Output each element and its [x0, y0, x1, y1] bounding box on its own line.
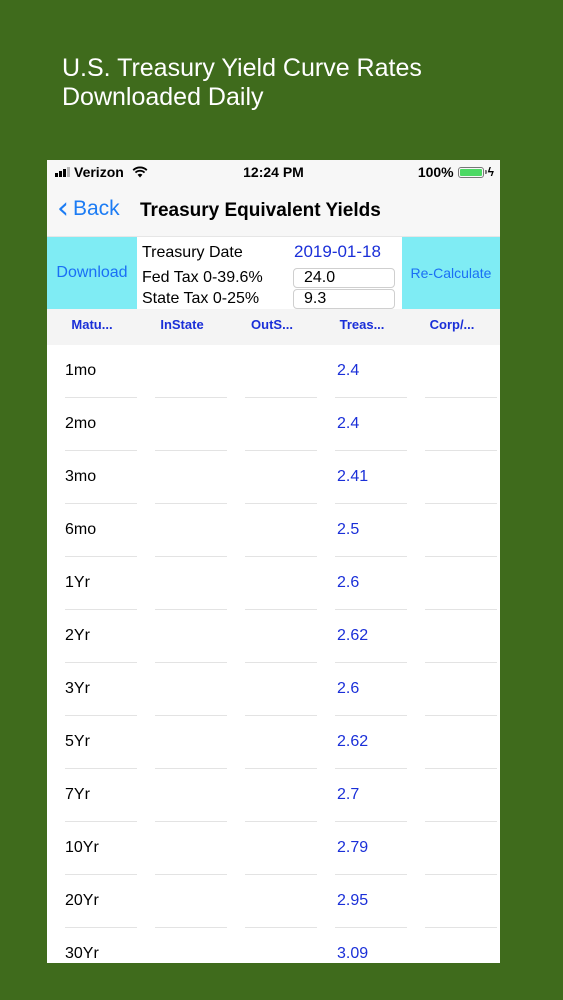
treasury-cell: 2.79	[337, 839, 369, 856]
carrier-label: Verizon	[74, 164, 124, 180]
recalculate-button[interactable]: Re-Calculate	[402, 237, 500, 309]
table-row[interactable]: 30Yr 3.09	[47, 928, 500, 963]
maturity-cell: 1mo	[65, 362, 97, 379]
back-label: Back	[73, 197, 120, 220]
table-row[interactable]: 6mo 2.5	[47, 504, 500, 557]
treasury-cell: 2.6	[337, 574, 360, 591]
download-button[interactable]: Download	[47, 237, 137, 309]
column-headers: Matu... InState OutS... Treas... Corp/..…	[47, 309, 500, 345]
treasury-cell: 2.6	[337, 680, 360, 697]
table-row[interactable]: 5Yr 2.62	[47, 716, 500, 769]
maturity-cell: 30Yr	[65, 945, 99, 962]
maturity-cell: 5Yr	[65, 733, 90, 750]
wifi-icon	[132, 166, 148, 178]
column-header-corp[interactable]: Corp/...	[429, 317, 475, 332]
maturity-cell: 6mo	[65, 521, 97, 538]
state-tax-label: State Tax 0-25%	[142, 290, 260, 307]
maturity-cell: 3Yr	[65, 680, 90, 697]
maturity-cell: 3mo	[65, 468, 97, 485]
fed-tax-label: Fed Tax 0-39.6%	[142, 269, 263, 286]
column-header-treasury[interactable]: Treas...	[339, 317, 385, 332]
table-row[interactable]: 2mo 2.4	[47, 398, 500, 451]
table-row[interactable]: 2Yr 2.62	[47, 610, 500, 663]
battery-percent: 100%	[417, 164, 454, 180]
yield-table: 1mo 2.4 2mo 2.4 3mo 2.41 6mo 2.5 1Yr 2.6 2Yr 2…	[47, 345, 500, 963]
column-header-instate[interactable]: InState	[160, 317, 204, 332]
table-row[interactable]: 3mo 2.41	[47, 451, 500, 504]
charging-bolt-icon: ϟ	[487, 165, 494, 179]
chevron-left-icon: ‹	[57, 191, 69, 226]
maturity-cell: 1Yr	[65, 574, 90, 591]
battery-icon	[457, 166, 487, 178]
treasury-cell: 2.62	[337, 733, 369, 750]
status-left: Verizon	[55, 164, 148, 180]
signal-icon	[55, 167, 70, 177]
table-row[interactable]: 7Yr 2.7	[47, 769, 500, 822]
headline-line-2: Downloaded Daily	[62, 83, 264, 111]
tax-settings: Treasury Date 2019-01-18 Fed Tax 0-39.6%…	[137, 237, 402, 309]
maturity-cell: 2mo	[65, 415, 97, 432]
treasury-date-value[interactable]: 2019-01-18	[294, 242, 381, 261]
treasury-cell: 3.09	[337, 945, 369, 962]
status-time: 12:24 PM	[243, 164, 304, 180]
fed-tax-field[interactable]: 24.0	[293, 268, 395, 288]
column-header-maturity[interactable]: Matu...	[71, 317, 113, 332]
treasury-cell: 2.4	[337, 415, 360, 432]
table-row[interactable]: 3Yr 2.6	[47, 663, 500, 716]
promo-headline: U.S. Treasury Yield Curve Rates Download…	[62, 54, 422, 112]
status-bar: Verizon 12:24 PM 100% ϟ	[47, 160, 500, 184]
treasury-cell: 2.41	[337, 468, 369, 485]
status-right: 100% ϟ	[418, 164, 494, 180]
phone-screen: Verizon 12:24 PM 100% ϟ ‹ Back Treasury …	[47, 160, 500, 963]
back-button[interactable]: ‹ Back	[57, 191, 120, 226]
maturity-cell: 2Yr	[65, 627, 90, 644]
headline-line-1: U.S. Treasury Yield Curve Rates	[62, 54, 422, 82]
treasury-cell: 2.4	[337, 362, 360, 379]
maturity-cell: 10Yr	[65, 839, 99, 856]
treasury-date-label: Treasury Date	[142, 244, 243, 261]
treasury-cell: 2.5	[337, 521, 360, 538]
maturity-cell: 7Yr	[65, 786, 90, 803]
table-row[interactable]: 20Yr 2.95	[47, 875, 500, 928]
navigation-bar: ‹ Back Treasury Equivalent Yields	[47, 184, 500, 237]
maturity-cell: 20Yr	[65, 892, 99, 909]
column-header-outstate[interactable]: OutS...	[251, 317, 293, 332]
table-row[interactable]: 1mo 2.4	[47, 345, 500, 398]
table-row[interactable]: 1Yr 2.6	[47, 557, 500, 610]
treasury-cell: 2.95	[337, 892, 369, 909]
controls-panel: Download Treasury Date 2019-01-18 Fed Ta…	[47, 237, 500, 309]
treasury-cell: 2.62	[337, 627, 369, 644]
page-title: Treasury Equivalent Yields	[140, 200, 381, 221]
table-row[interactable]: 10Yr 2.79	[47, 822, 500, 875]
state-tax-field[interactable]: 9.3	[293, 289, 395, 309]
treasury-cell: 2.7	[337, 786, 360, 803]
